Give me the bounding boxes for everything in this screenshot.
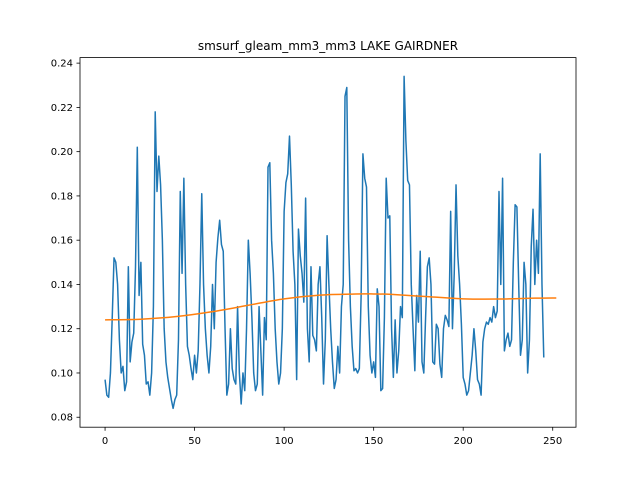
chart-title: smsurf_gleam_mm3_mm3 LAKE GAIRDNER: [198, 39, 458, 53]
y-tick-label: 0.14: [51, 280, 73, 291]
x-tick-label: 150: [364, 436, 383, 447]
y-axis: 0.08 0.10 0.12 0.14 0.16 0.18 0.20 0.22 0.24: [51, 59, 80, 424]
series-line-trend: [105, 293, 557, 321]
plot-lines: [104, 75, 557, 410]
y-tick-label: 0.20: [51, 147, 73, 158]
y-tick-label: 0.12: [51, 324, 73, 335]
y-tick-label: 0.16: [51, 236, 73, 247]
x-axis: 0 50 100 150 200 250: [102, 427, 562, 447]
x-tick-label: 50: [188, 436, 201, 447]
x-tick-label: 250: [543, 436, 562, 447]
x-tick-label: 200: [454, 436, 473, 447]
x-tick-label: 0: [102, 436, 108, 447]
x-tick-label: 100: [275, 436, 294, 447]
y-tick-label: 0.18: [51, 191, 73, 202]
y-tick-label: 0.08: [51, 413, 73, 424]
plot-frame: [79, 57, 577, 428]
y-tick-label: 0.22: [51, 103, 73, 114]
y-tick-label: 0.24: [51, 59, 73, 70]
y-tick-label: 0.10: [51, 368, 73, 379]
series-line-raw: [104, 75, 545, 410]
